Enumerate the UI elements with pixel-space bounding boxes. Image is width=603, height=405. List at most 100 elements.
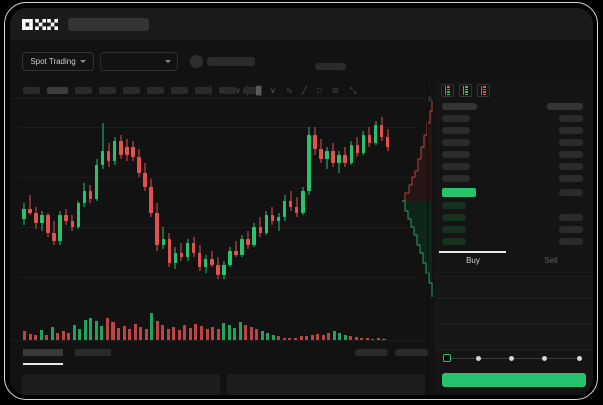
orders-action-2[interactable] [395,349,428,356]
timeframe-button[interactable] [171,87,188,94]
okx-logo[interactable] [22,19,58,30]
tab-order-history[interactable] [75,349,111,356]
slider-stop[interactable] [577,355,582,361]
device-bezel [4,2,598,400]
orders-card-1 [22,374,220,395]
slider-stop[interactable] [476,355,481,361]
volume-bar [133,324,137,341]
line-chart-icon[interactable]: ∿ [286,86,293,95]
pair-select[interactable] [100,52,178,71]
timeframe-button[interactable] [195,87,212,94]
volume-bar [365,338,369,341]
candle [143,99,147,291]
volume-bar [255,328,259,341]
volume-bar [161,324,165,341]
volume-bar [67,333,71,341]
candle [46,99,50,291]
market-type-select[interactable]: Spot Trading [22,52,94,71]
order-book-amount[interactable] [559,238,583,245]
timeframe-button[interactable] [75,87,92,94]
order-book-price[interactable] [442,115,470,122]
order-book-amount[interactable] [559,175,583,182]
chart-type-icon[interactable]: ▐▌ [253,86,265,95]
total-field[interactable] [435,327,593,351]
order-book-price[interactable] [442,238,466,245]
candle [276,99,281,291]
candle [294,99,299,291]
timeframe-button[interactable] [219,87,236,94]
order-book-price[interactable] [442,175,470,182]
tab-open-orders[interactable] [23,349,63,356]
order-book-price[interactable] [442,151,470,158]
orderbook-mode-bids-icon[interactable] [459,84,472,97]
order-book-price[interactable] [442,214,466,221]
timeframe-button[interactable] [123,87,140,94]
order-book-view-modes [441,84,490,97]
buy-button[interactable] [442,373,586,387]
settings-icon[interactable]: ⊙ [332,86,339,95]
indicators-icon[interactable]: ∴ [219,86,225,95]
order-book-amount[interactable] [559,151,583,158]
order-book-amount[interactable] [559,115,583,122]
order-book-rows[interactable] [435,101,593,264]
slider-stop[interactable] [509,355,514,361]
camera-icon[interactable]: □ [317,86,322,95]
timeframe-button[interactable] [47,87,68,94]
volume-bar [299,336,303,341]
volume-bar [166,329,170,341]
depth-ask-area [402,101,432,201]
order-book-amount[interactable] [559,127,583,134]
order-book-price[interactable] [442,127,470,134]
order-book-price[interactable] [442,139,470,146]
tab-buy[interactable]: Buy [466,256,480,265]
volume-bar [117,327,121,341]
volume-bar [260,331,264,341]
depth-ask-line [402,101,433,202]
candle [137,99,141,291]
order-book-price[interactable] [442,226,466,233]
order-book-price[interactable] [442,163,470,170]
chart-type-dropdown-icon[interactable]: ∨ [270,86,276,95]
pencil-icon[interactable]: ╱ [302,86,307,95]
timeframe-button[interactable] [147,87,164,94]
amount-field[interactable] [435,301,593,325]
timeframe-button[interactable] [99,87,116,94]
depth-bid-line [402,200,433,297]
market-price-skeleton [315,63,346,70]
search-input[interactable] [68,18,149,31]
order-book-price[interactable] [442,202,466,209]
order-book-amount[interactable] [547,103,583,110]
order-book-amount[interactable] [559,214,583,221]
volume-bar [34,335,38,341]
orderbook-mode-both-icon[interactable] [441,84,454,97]
volume-bar [111,322,115,341]
candle [373,99,378,291]
order-book-amount[interactable] [559,139,583,146]
order-book-amount[interactable] [559,226,583,233]
candle [125,99,129,291]
tab-sell[interactable]: Sell [544,256,558,265]
order-book-amount[interactable] [559,163,583,170]
order-book-amount[interactable] [559,189,583,196]
volume-bar [349,335,353,341]
candle [240,99,244,291]
slider-stop[interactable] [542,355,547,361]
timeframe-button[interactable] [243,87,260,94]
indicators-dropdown-icon[interactable]: ∨ [235,86,241,95]
candle [228,99,232,291]
volume-bar [271,334,275,341]
orderbook-mode-asks-icon[interactable] [477,84,490,97]
chart-area[interactable] [10,99,427,341]
orders-action-1[interactable] [355,349,388,356]
candle [325,99,329,291]
volume-bar [216,329,220,341]
slider-handle[interactable] [443,354,451,362]
fullscreen-icon[interactable]: ⤡ [350,86,357,95]
candle [58,99,62,291]
volume-bar [238,322,242,341]
price-field[interactable] [435,275,593,299]
order-book-price[interactable] [442,103,477,110]
timeframe-button[interactable] [23,87,40,94]
amount-slider[interactable] [443,353,585,363]
volume-bar [172,327,176,341]
